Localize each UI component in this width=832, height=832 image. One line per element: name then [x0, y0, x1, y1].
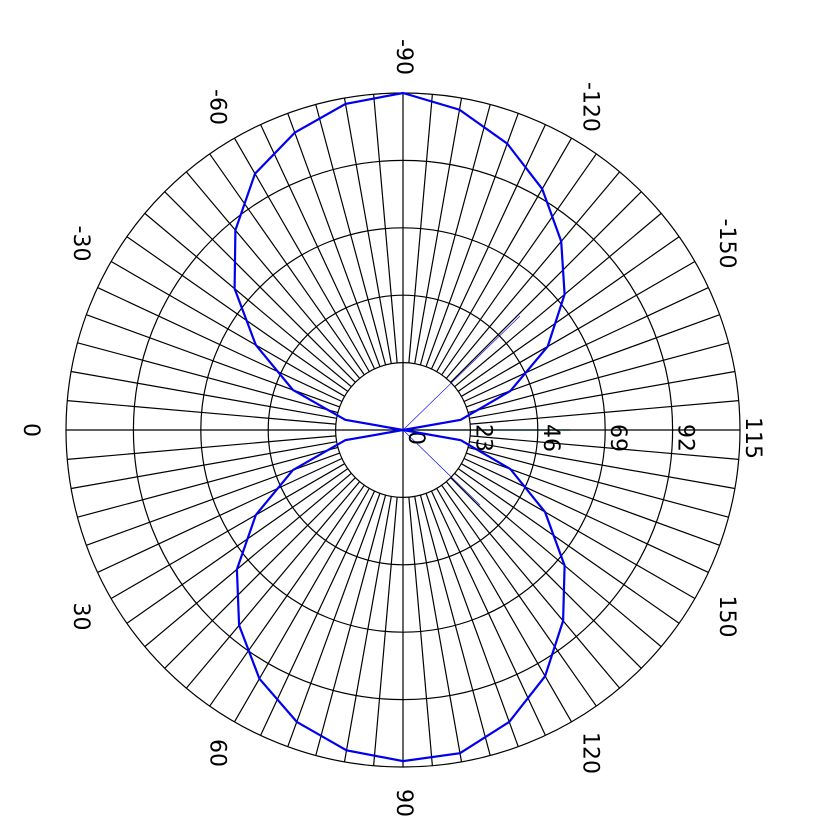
angle-tick-label: 90 — [391, 789, 416, 817]
radial-tick-label: 69 — [605, 424, 630, 452]
angle-tick-label: -60 — [205, 89, 230, 125]
angle-tick-label: -30 — [68, 226, 93, 262]
radial-tick-label: 46 — [538, 424, 563, 452]
radial-tick-label: 92 — [673, 424, 698, 452]
angle-tick-label: 120 — [578, 732, 603, 774]
radial-tick-label: 115 — [740, 417, 765, 459]
cursor-line — [402, 315, 521, 431]
radial-tick-label: 0 — [403, 431, 428, 445]
angle-tick-label: 0 — [18, 423, 43, 437]
radial-grid-ring — [132, 159, 674, 701]
radial-grid-ring — [200, 227, 606, 633]
angle-tick-label: -120 — [578, 82, 603, 132]
angle-tick-label: -150 — [714, 219, 739, 269]
angle-tick-label: 30 — [68, 603, 93, 631]
data-line — [233, 91, 566, 763]
radial-grid-ring — [335, 362, 472, 499]
angle-tick-label: 60 — [205, 739, 230, 767]
cursor-line — [402, 429, 481, 506]
angle-tick-label: -90 — [391, 39, 416, 75]
radial-grid-ring — [267, 294, 539, 566]
angle-tick-label: 150 — [714, 596, 739, 638]
